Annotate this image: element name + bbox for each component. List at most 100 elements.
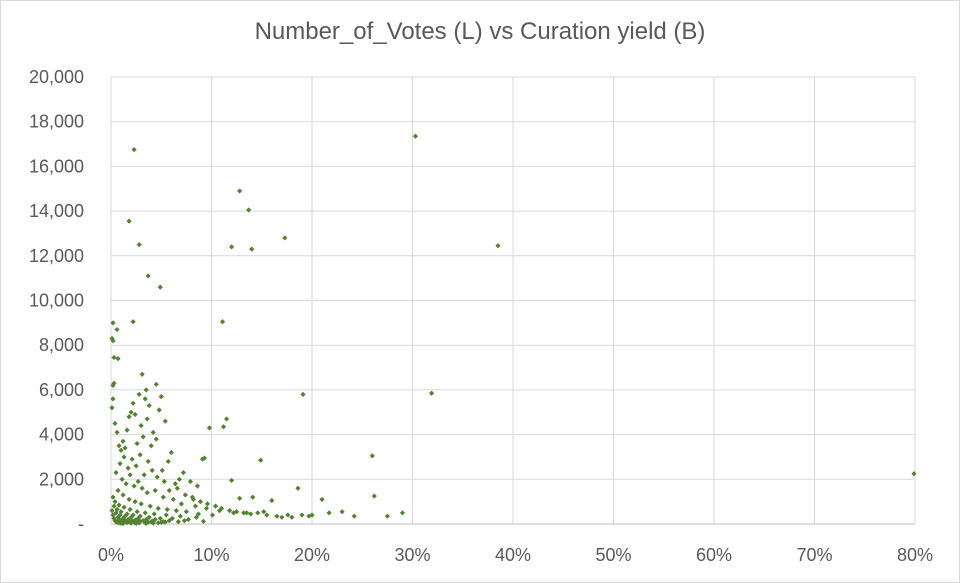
data-point	[175, 519, 181, 525]
data-point	[125, 465, 131, 471]
data-point	[174, 485, 180, 491]
data-point	[134, 440, 140, 447]
data-point	[109, 507, 115, 514]
data-point	[153, 436, 159, 442]
data-point	[145, 273, 151, 279]
data-point	[166, 487, 172, 494]
data-point	[428, 390, 435, 396]
data-point	[190, 496, 197, 503]
data-point	[216, 507, 223, 514]
data-point	[132, 499, 138, 505]
data-point	[371, 493, 377, 499]
data-point	[132, 517, 138, 523]
data-point	[146, 514, 152, 520]
data-point	[189, 494, 196, 500]
data-point	[123, 481, 129, 487]
data-point	[142, 510, 148, 516]
data-point	[148, 443, 154, 449]
data-point	[128, 514, 134, 520]
data-point	[226, 507, 233, 514]
data-point	[206, 425, 213, 431]
data-point	[122, 513, 128, 519]
data-point	[121, 454, 127, 460]
data-point	[114, 326, 120, 333]
data-point	[138, 423, 144, 429]
data-point	[137, 513, 143, 519]
data-point	[163, 512, 169, 518]
data-point	[237, 495, 243, 501]
y-tick-label: 8,000	[39, 335, 84, 355]
data-point	[111, 354, 117, 361]
data-point	[182, 492, 188, 498]
data-point	[180, 469, 186, 476]
data-point	[109, 405, 115, 411]
data-point	[155, 505, 161, 511]
y-tick-label: 6,000	[39, 380, 84, 400]
data-point	[129, 518, 135, 524]
data-point	[116, 443, 122, 449]
data-point	[269, 497, 275, 504]
data-point	[153, 381, 159, 387]
data-point	[162, 418, 168, 424]
data-point	[132, 411, 138, 418]
data-point	[130, 400, 136, 406]
data-point	[306, 513, 312, 519]
data-point	[135, 515, 141, 522]
data-point	[133, 520, 139, 527]
data-point	[150, 520, 156, 526]
data-point	[157, 284, 163, 290]
data-point	[114, 506, 120, 513]
data-point	[114, 429, 120, 435]
data-point	[152, 487, 158, 494]
data-point	[160, 494, 166, 500]
data-point	[130, 319, 136, 325]
data-point	[113, 469, 119, 476]
data-point	[249, 246, 255, 252]
data-point	[134, 509, 140, 515]
data-point	[144, 490, 150, 496]
data-point	[203, 505, 210, 511]
y-tick-label: 20,000	[29, 67, 84, 87]
y-tick-label: 18,000	[29, 112, 84, 132]
data-point	[384, 513, 390, 519]
data-point	[115, 487, 121, 494]
data-point	[326, 510, 332, 516]
data-point	[234, 509, 240, 515]
data-point	[115, 356, 121, 362]
data-point	[197, 499, 204, 505]
data-point	[161, 478, 167, 485]
data-point	[117, 461, 123, 467]
data-point	[120, 438, 126, 444]
data-point	[136, 242, 142, 248]
data-point	[112, 420, 118, 427]
y-tick-label: 16,000	[29, 156, 84, 176]
y-tick-label: 12,000	[29, 246, 84, 266]
data-point	[300, 391, 306, 397]
y-axis-tick-labels: - 2,000 4,000 6,000 8,000 10,000 12,000 14,000 1…	[29, 67, 84, 534]
data-point	[142, 396, 148, 402]
data-point	[319, 496, 325, 503]
data-point	[158, 394, 164, 400]
data-point	[118, 447, 124, 453]
data-point	[229, 244, 235, 250]
data-point	[141, 472, 147, 478]
data-point	[299, 512, 305, 518]
data-point	[120, 520, 126, 527]
y-tick-label: -	[78, 514, 84, 534]
data-point	[110, 320, 116, 326]
data-point	[412, 133, 419, 139]
data-point	[229, 477, 235, 484]
data-point	[140, 434, 146, 440]
data-point	[194, 483, 201, 489]
data-point	[111, 515, 117, 522]
data-point	[112, 499, 118, 505]
data-point	[181, 518, 187, 524]
data-point	[339, 509, 345, 515]
data-point	[111, 380, 117, 386]
data-point	[261, 509, 267, 515]
data-point	[133, 463, 139, 469]
data-point	[255, 510, 261, 516]
data-point	[279, 514, 285, 520]
data-point	[155, 520, 161, 526]
data-point	[146, 402, 152, 409]
